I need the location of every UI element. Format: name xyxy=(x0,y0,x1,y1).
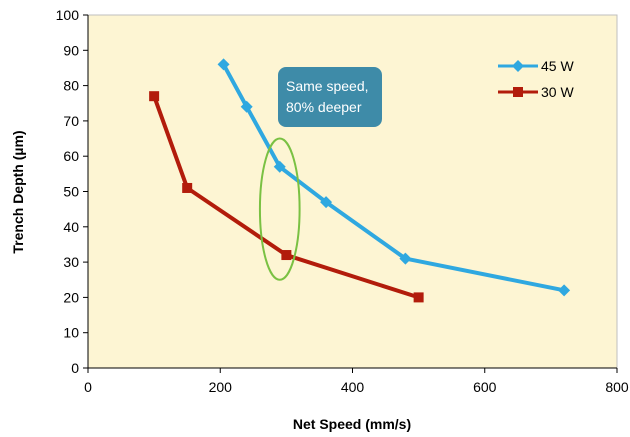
data-point-45w xyxy=(273,160,286,173)
data-point-45w xyxy=(240,100,253,113)
x-axis-title: Net Speed (mm/s) xyxy=(293,416,411,432)
data-point-30w xyxy=(182,182,193,193)
series-30w xyxy=(149,91,424,303)
y-tick-label: 40 xyxy=(63,219,79,235)
y-axis-ticks: 0 10 20 30 40 50 60 70 80 90 100 xyxy=(56,7,88,376)
y-tick-label: 20 xyxy=(63,289,79,305)
legend-marker-45w xyxy=(512,60,524,72)
data-point-45w xyxy=(217,58,230,71)
y-tick-label: 100 xyxy=(56,7,80,23)
highlight-ellipse xyxy=(258,137,301,281)
y-tick-label: 60 xyxy=(63,148,79,164)
x-tick-label: 200 xyxy=(209,379,233,395)
data-point-30w xyxy=(281,250,292,261)
data-point-45w xyxy=(320,196,333,209)
y-axis-title: Trench Depth (µm) xyxy=(10,130,26,253)
legend: 45 W 30 W xyxy=(498,58,574,100)
legend-marker-30w xyxy=(513,87,523,97)
y-tick-label: 30 xyxy=(63,254,79,270)
x-tick-label: 800 xyxy=(605,379,629,395)
callout-box: Same speed, 80% deeper xyxy=(278,67,382,127)
x-tick-label: 600 xyxy=(473,379,497,395)
legend-label-30w: 30 W xyxy=(541,84,574,100)
callout-line-1: Same speed, xyxy=(286,78,369,94)
x-tick-label: 0 xyxy=(84,379,92,395)
callout-background xyxy=(278,67,382,127)
x-axis-ticks: 0 200 400 600 800 xyxy=(84,368,629,395)
x-tick-label: 400 xyxy=(341,379,365,395)
y-tick-label: 10 xyxy=(63,325,79,341)
y-tick-label: 90 xyxy=(63,42,79,58)
data-point-30w xyxy=(149,91,160,102)
series-45w xyxy=(217,58,571,297)
callout-line-2: 80% deeper xyxy=(286,99,362,115)
series-line-30w xyxy=(152,95,420,300)
y-tick-label: 0 xyxy=(71,360,79,376)
legend-label-45w: 45 W xyxy=(541,58,574,74)
y-tick-label: 50 xyxy=(63,184,79,200)
y-tick-label: 80 xyxy=(63,78,79,94)
series-line-45w xyxy=(221,63,565,293)
data-point-45w xyxy=(558,284,571,297)
data-point-45w xyxy=(399,252,412,265)
series-layer xyxy=(149,58,571,303)
y-tick-label: 70 xyxy=(63,113,79,129)
data-point-30w xyxy=(413,292,424,303)
